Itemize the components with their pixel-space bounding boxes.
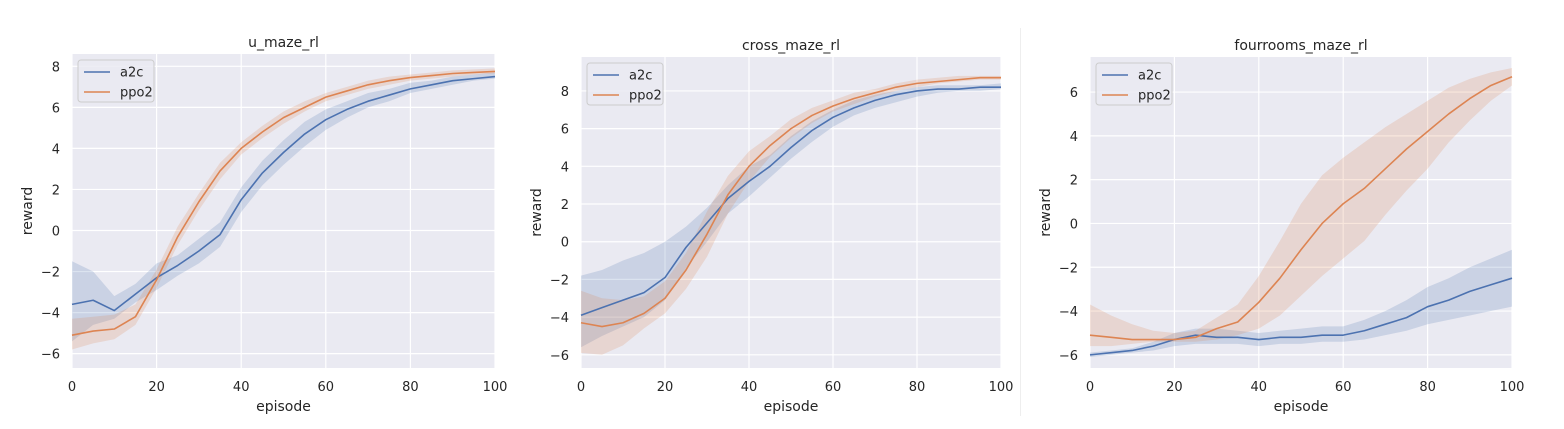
confidence-band-ppo2	[1090, 67, 1512, 347]
series-line-a2c	[580, 86, 1001, 316]
x-tick-label: 80	[1419, 380, 1436, 395]
y-tick-label: 4	[52, 142, 60, 157]
x-tick-label: 20	[657, 380, 674, 395]
confidence-band-a2c	[581, 83, 1001, 348]
y-tick-label: 0	[52, 224, 60, 239]
x-tick-label: 0	[1086, 380, 1094, 395]
panel-divider	[1020, 28, 1021, 416]
legend: a2c ppo2	[77, 59, 155, 103]
y-tick-label: 0	[561, 236, 569, 251]
y-tick-label: 2	[52, 183, 60, 198]
y-tick-label: −2	[1059, 261, 1078, 276]
legend-label-a2c: a2c	[629, 69, 652, 84]
y-tick-label: 4	[561, 160, 569, 175]
legend-label-a2c: a2c	[120, 66, 143, 81]
y-tick-label: −4	[1059, 305, 1078, 320]
plot-area	[1090, 57, 1512, 368]
x-tick-label: 80	[909, 380, 926, 395]
confidence-band-ppo2	[72, 68, 495, 350]
y-tick-label: 6	[561, 123, 569, 138]
chart-title: fourrooms_maze_rl	[1234, 38, 1367, 54]
x-tick-label: 40	[233, 380, 250, 395]
y-axis-label: reward	[1038, 188, 1054, 237]
x-tick-label: 60	[1335, 380, 1352, 395]
y-tick-label: −2	[41, 266, 60, 281]
y-axis-label: reward	[529, 188, 545, 237]
x-axis-label: episode	[256, 399, 311, 415]
legend-label-ppo2: ppo2	[120, 86, 153, 101]
x-tick-label: 60	[318, 380, 335, 395]
y-tick-label: 0	[1070, 217, 1078, 232]
legend-label-ppo2: ppo2	[1138, 89, 1171, 104]
y-tick-label: −6	[1059, 349, 1078, 364]
chart-fourrooms-maze-svg: 0 20 40 60 80 100 −6 −4 −2 0 2 4 6 fourrooms_maze_rle…	[1038, 38, 1525, 415]
y-tick-label: 2	[1070, 174, 1078, 189]
y-tick-label: −4	[550, 311, 569, 326]
series-line-a2c	[71, 75, 496, 312]
chart-title: u_maze_rl	[248, 35, 319, 51]
x-tick-label: 20	[148, 380, 165, 395]
legend: a2c ppo2	[586, 62, 664, 106]
series-line-ppo2	[580, 76, 1001, 328]
legend-label-ppo2: ppo2	[629, 89, 662, 104]
y-axis-label: reward	[20, 187, 36, 236]
y-tick-label: −6	[41, 348, 60, 363]
y-tick-label: 8	[52, 60, 60, 75]
x-axis-label: episode	[764, 399, 819, 415]
series-line-ppo2	[1089, 75, 1513, 341]
confidence-band-a2c	[72, 72, 495, 342]
x-tick-label: 0	[68, 380, 76, 395]
y-tick-label: 6	[1070, 86, 1078, 101]
confidence-band-a2c	[1090, 249, 1512, 358]
y-tick-label: 2	[561, 198, 569, 213]
x-tick-label: 40	[1251, 380, 1268, 395]
x-tick-label: 100	[989, 380, 1014, 395]
y-tick-label: 4	[1070, 130, 1078, 145]
legend-label-a2c: a2c	[1138, 69, 1161, 84]
confidence-band-ppo2	[581, 75, 1001, 355]
chart-cross-maze-svg: 0 20 40 60 80 100 −6 −4 −2 0 2 4 6 8 cross_maze_rlepis…	[529, 38, 1014, 415]
x-tick-label: 100	[1500, 380, 1525, 395]
legend: a2c ppo2	[1095, 62, 1173, 106]
y-tick-label: 8	[561, 85, 569, 100]
series-line-ppo2	[71, 70, 496, 336]
x-tick-label: 80	[402, 380, 419, 395]
x-tick-label: 100	[483, 380, 508, 395]
x-tick-label: 40	[741, 380, 758, 395]
plot-area	[581, 57, 1001, 368]
y-tick-label: 6	[52, 101, 60, 116]
plot-area	[72, 54, 495, 368]
x-tick-label: 20	[1166, 380, 1183, 395]
y-tick-label: −6	[550, 349, 569, 364]
series-line-a2c	[1089, 277, 1513, 356]
y-tick-label: −4	[41, 307, 60, 322]
y-tick-label: −2	[550, 273, 569, 288]
x-tick-label: 0	[577, 380, 585, 395]
x-tick-label: 60	[825, 380, 842, 395]
x-axis-label: episode	[1274, 399, 1329, 415]
chart-title: cross_maze_rl	[742, 38, 840, 54]
